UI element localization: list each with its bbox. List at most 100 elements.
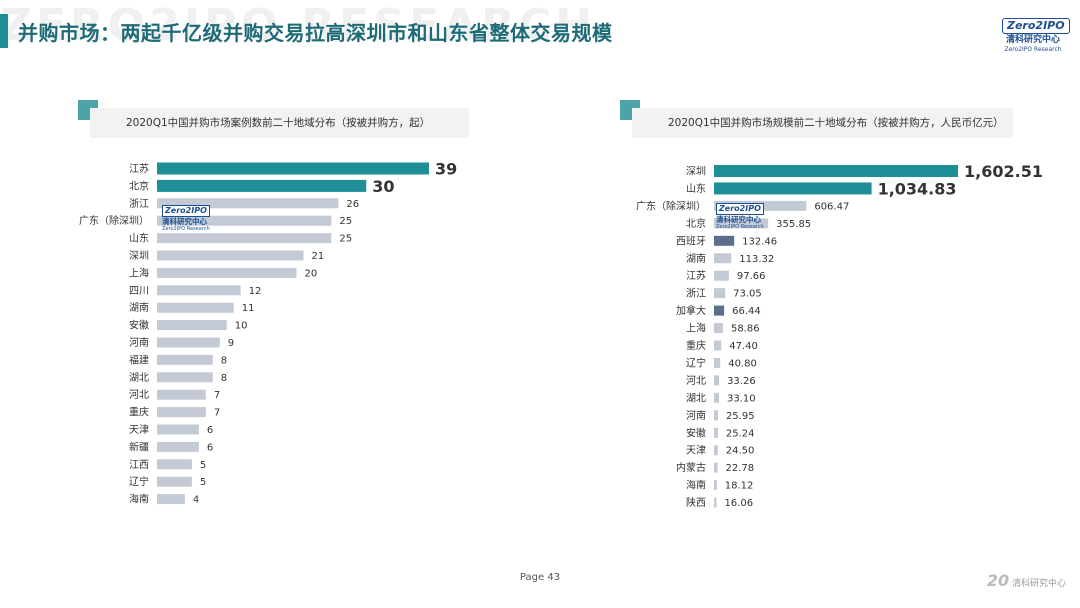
page-number: Page 43 (0, 572, 1080, 583)
bar (157, 354, 213, 365)
bar (157, 337, 220, 348)
page-label: Page (519, 572, 545, 583)
bar (714, 445, 718, 456)
category-label: 湖南 (129, 301, 149, 314)
value-label: 7 (214, 390, 220, 401)
bar (714, 357, 721, 368)
category-label: 安徽 (686, 426, 706, 439)
category-label: 上海 (686, 322, 706, 335)
category-label: 北京 (129, 179, 149, 192)
left-chart-title: 2020Q1中国并购市场案例数前二十地域分布（按被并购方，起） (90, 108, 469, 138)
value-label: 12 (249, 286, 262, 297)
category-label: 浙江 (129, 198, 149, 210)
value-label: 73.05 (733, 289, 762, 300)
value-label: 113.32 (739, 254, 774, 265)
category-label: 四川 (129, 286, 149, 297)
category-label: 广东（除深圳） (636, 199, 706, 212)
right-chart-header: 2020Q1中国并购市场规模前二十地域分布（按被并购方，人民币亿元） (620, 100, 1013, 138)
value-label: 58.86 (731, 324, 760, 335)
bar (157, 233, 332, 244)
page-title: 并购市场：两起千亿级并购交易拉高深圳市和山东省整体交易规模 (18, 21, 613, 45)
bar (157, 285, 241, 296)
value-label: 33.26 (727, 376, 756, 387)
category-label: 重庆 (686, 339, 706, 352)
category-label: 浙江 (686, 288, 706, 300)
stamp-cn: 清科研究中心 (716, 215, 761, 224)
bar (157, 250, 304, 261)
category-label: 辽宁 (129, 475, 149, 488)
category-label: 深圳 (129, 250, 149, 262)
value-label: 7 (214, 408, 220, 419)
category-label: 河南 (686, 409, 706, 422)
value-label: 25.95 (726, 411, 755, 422)
category-label: 湖南 (686, 252, 706, 265)
category-label: 天津 (129, 424, 149, 436)
category-label: 安徽 (129, 319, 149, 332)
stamp-brand: Zero2IPO (162, 205, 210, 217)
value-label: 22.78 (725, 463, 754, 474)
category-label: 山东 (686, 182, 706, 195)
category-label: 海南 (686, 479, 706, 492)
bar (157, 389, 206, 400)
value-label: 6 (207, 442, 213, 453)
bar (157, 162, 429, 175)
category-label: 江苏 (129, 162, 149, 175)
value-label: 18.12 (725, 481, 754, 492)
zero2ipo-logo-icon: Zero2IPO 清科研究中心 Zero2IPO Research (716, 196, 766, 230)
value-label: 39 (435, 160, 457, 179)
page-number-value: 43 (547, 572, 561, 583)
bar (157, 441, 199, 452)
zero2ipo-logo-icon: Zero2IPO 清科研究中心 Zero2IPO Research (162, 198, 212, 232)
category-label: 天津 (686, 445, 706, 457)
value-label: 47.40 (729, 341, 758, 352)
stamp-en: Zero2IPO Research (716, 224, 764, 230)
value-label: 8 (221, 355, 227, 366)
value-label: 21 (311, 251, 324, 262)
value-label: 30 (372, 177, 394, 196)
value-label: 9 (228, 338, 234, 349)
value-label: 132.46 (742, 236, 777, 247)
category-label: 河北 (686, 375, 706, 387)
bar (157, 198, 339, 209)
category-label: 深圳 (686, 166, 706, 178)
bar (157, 215, 332, 226)
bar (157, 372, 213, 383)
value-label: 20 (304, 268, 317, 279)
value-label: 25.24 (726, 428, 755, 439)
bar (714, 270, 729, 281)
value-label: 355.85 (776, 219, 811, 230)
category-label: 湖北 (129, 372, 149, 384)
value-label: 40.80 (728, 358, 757, 369)
bar (157, 476, 192, 487)
bar (714, 182, 872, 195)
category-label: 辽宁 (686, 356, 706, 369)
value-label: 16.06 (724, 498, 753, 509)
category-label: 河北 (129, 389, 149, 401)
bar (714, 253, 732, 264)
logo-cn: 清科研究中心 (1005, 35, 1060, 45)
value-label: 1,034.83 (878, 179, 957, 198)
category-label: 加拿大 (676, 304, 706, 317)
bar (714, 288, 726, 299)
bar (157, 302, 234, 313)
bar (157, 459, 192, 470)
value-label: 33.10 (727, 393, 756, 404)
category-label: 江西 (129, 459, 149, 471)
zero2ipo-logo-icon: Zero2IPO 清科研究中心 Zero2IPO Research (1002, 14, 1070, 53)
category-label: 内蒙古 (676, 461, 706, 474)
value-label: 24.50 (726, 446, 755, 457)
value-label: 5 (200, 460, 206, 471)
value-label: 1,602.51 (964, 162, 1043, 181)
title-accent-bar (0, 14, 8, 48)
value-label: 97.66 (737, 271, 766, 282)
value-label: 25 (339, 216, 352, 227)
bar (714, 392, 720, 403)
bar (714, 462, 718, 473)
bar (157, 407, 206, 418)
watermark: ZERO2IPO RESEARCH (0, 0, 596, 51)
bar (157, 267, 297, 278)
category-label: 北京 (686, 217, 706, 230)
value-label: 606.47 (814, 201, 849, 212)
